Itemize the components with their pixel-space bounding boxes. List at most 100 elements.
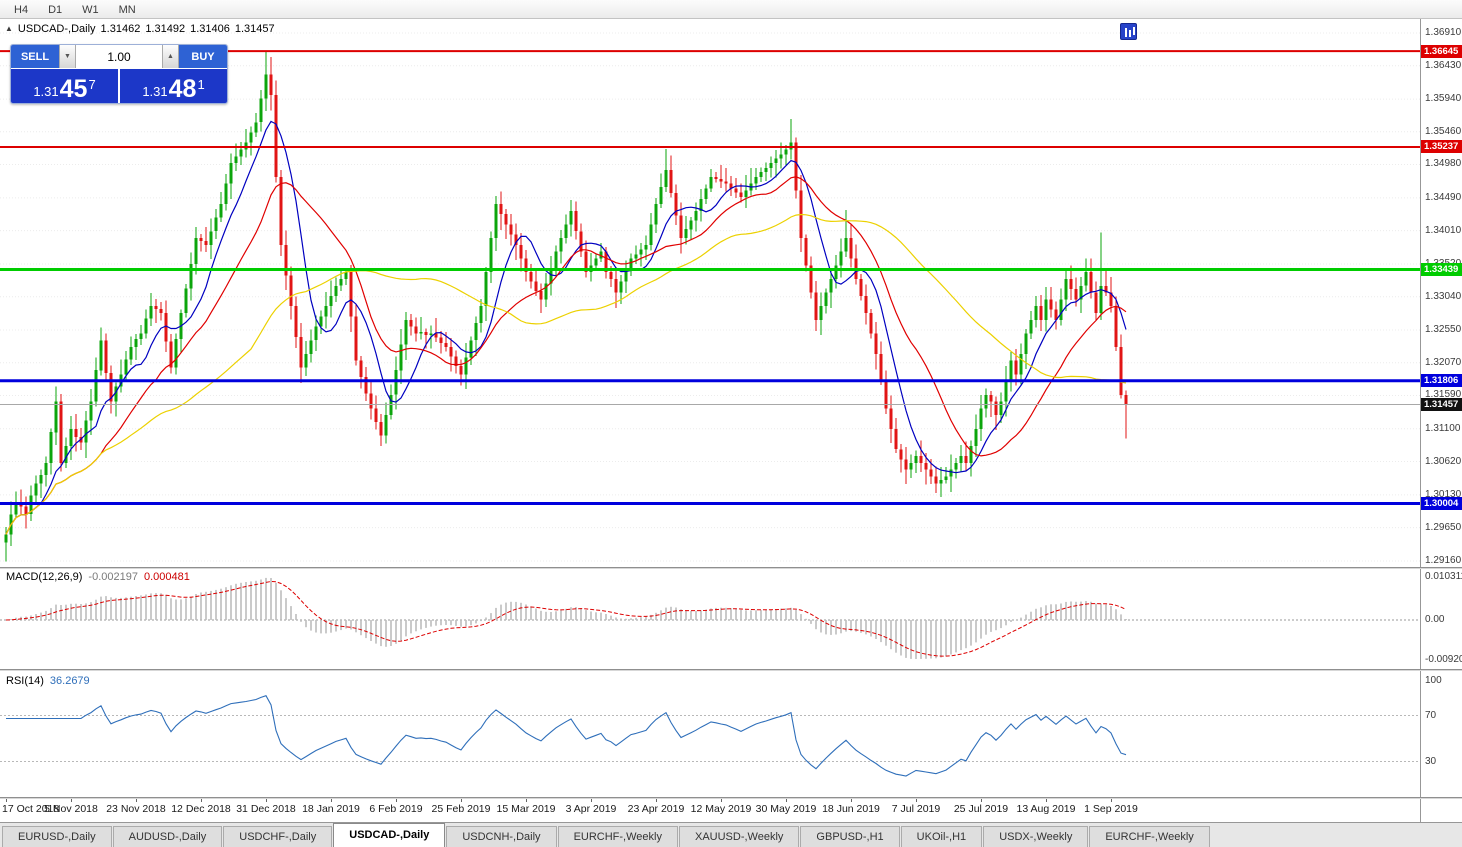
price-axis-label: 1.34980	[1425, 158, 1462, 169]
date-axis[interactable]: 17 Oct 2018 5 Nov 2018 23 Nov 2018 12 Dec 2…	[0, 798, 1420, 822]
date-axis-tick	[851, 798, 852, 802]
level-price-badge: 1.30004	[1421, 497, 1462, 510]
date-axis-label: 15 Mar 2019	[496, 803, 556, 815]
chart-tab-eurusd-daily[interactable]: EURUSD-,Daily	[2, 826, 112, 847]
sell-price-figure: 1.31	[33, 84, 59, 99]
date-axis-label: 12 Dec 2018	[171, 803, 231, 815]
date-axis-label: 25 Jul 2019	[953, 803, 1009, 815]
chart-tab-eurchf-weekly[interactable]: EURCHF-,Weekly	[1089, 826, 1210, 847]
chart-tab-gbpusd-h1[interactable]: GBPUSD-,H1	[800, 826, 900, 847]
chart-tab-audusd-daily[interactable]: AUDUSD-,Daily	[112, 826, 223, 847]
price-axis-label: 1.35460	[1425, 126, 1462, 137]
pane-separator[interactable]	[0, 797, 1462, 799]
level-price-badge: 1.33439	[1421, 263, 1462, 276]
date-axis-label: 18 Jan 2019	[302, 803, 360, 815]
macd-indicator-label: MACD(12,26,9) -0.002197 0.000481	[6, 571, 190, 583]
rsi-indicator-label: RSI(14) 36.2679	[6, 675, 90, 687]
date-axis-tick	[916, 798, 917, 802]
date-axis-tick	[266, 798, 267, 802]
ohlc-close: 1.31457	[234, 23, 275, 35]
sell-price-pips: 45	[59, 74, 88, 103]
price-axis-label: 1.36430	[1425, 60, 1462, 71]
sell-price-point: 7	[88, 77, 96, 92]
timeframe-button-mn[interactable]: MN	[118, 4, 136, 16]
buy-price-button[interactable]: 1.31 48 1	[120, 69, 227, 103]
buy-price-point: 1	[197, 77, 205, 92]
date-axis-tick	[71, 798, 72, 802]
pane-separator[interactable]	[0, 567, 1462, 569]
chart-tab-bar: EURUSD-,Daily AUDUSD-,Daily USDCHF-,Daily U…	[0, 822, 1462, 847]
date-axis-tick	[331, 798, 332, 802]
date-axis-label: 3 Apr 2019	[565, 803, 617, 815]
date-axis-tick	[981, 798, 982, 802]
price-axis-label: 1.36910	[1425, 27, 1462, 38]
date-axis-label: 30 May 2019	[755, 803, 817, 815]
price-axis-label: 1.31100	[1425, 423, 1461, 434]
volume-increase-button[interactable]: ▲	[162, 45, 179, 68]
price-axis-label: 1.30130	[1425, 489, 1462, 500]
chart-tab-usdx-weekly[interactable]: USDX-,Weekly	[983, 826, 1089, 847]
timeframe-button-w1[interactable]: W1	[82, 4, 99, 16]
date-axis-label: 25 Feb 2019	[431, 803, 491, 815]
date-axis-label: 1 Sep 2019	[1084, 803, 1138, 815]
date-axis-tick	[526, 798, 527, 802]
date-axis-tick	[1046, 798, 1047, 802]
timeframe-button-d1[interactable]: D1	[48, 4, 63, 16]
macd-axis-label: -0.009203	[1425, 654, 1462, 665]
volume-decrease-button[interactable]: ▼	[59, 45, 76, 68]
chart-tab-usdcad-daily[interactable]: USDCAD-,Daily	[333, 823, 446, 847]
macd-pane-canvas[interactable]	[0, 569, 1420, 669]
sell-price-button[interactable]: 1.31 45 7	[11, 69, 118, 103]
level-price-badge: 1.31806	[1421, 374, 1462, 387]
main-chart-canvas[interactable]	[0, 19, 1420, 567]
date-axis-label: 13 Aug 2019	[1016, 803, 1076, 815]
buy-price-pips: 48	[168, 74, 197, 103]
chart-symbol-period: USDCAD-,Daily	[17, 23, 96, 35]
date-axis-label: 12 May 2019	[690, 803, 752, 815]
macd-axis-label: 0.010311	[1425, 571, 1462, 582]
date-axis-tick	[656, 798, 657, 802]
price-axis-label: 1.34010	[1425, 225, 1462, 236]
ohlc-low: 1.31406	[190, 23, 230, 35]
macd-axis-label: 0.00	[1425, 614, 1445, 625]
price-axis[interactable]: 1.36910 1.36430 1.35940 1.35460 1.34980 1.344…	[1420, 19, 1462, 822]
sell-button[interactable]: SELL	[11, 45, 59, 68]
one-click-trading-toggle-icon[interactable]: ▲	[5, 24, 13, 33]
buy-button[interactable]: BUY	[179, 45, 227, 68]
chart-title: ▲ USDCAD-,Daily 1.31462 1.31492 1.31406 …	[5, 23, 275, 35]
chart-tab-usdcnh-daily[interactable]: USDCNH-,Daily	[446, 826, 557, 847]
rsi-axis-label: 100	[1425, 675, 1442, 686]
pane-separator[interactable]	[0, 669, 1462, 671]
date-axis-tick	[1111, 798, 1112, 802]
current-price-badge: 1.31457	[1421, 398, 1462, 411]
ohlc-high: 1.31492	[145, 23, 186, 35]
price-axis-label: 1.32550	[1425, 324, 1462, 335]
date-axis-tick	[396, 798, 397, 802]
one-click-trading-panel: SELL ▼ ▲ BUY 1.31 45 7 1.31 48 1	[10, 44, 228, 104]
rsi-pane-canvas[interactable]	[0, 671, 1420, 797]
price-axis-label: 1.30620	[1425, 456, 1462, 467]
volume-input[interactable]	[76, 45, 162, 68]
date-axis-label: 18 Jun 2019	[822, 803, 880, 815]
timeframe-button-h4[interactable]: H4	[14, 4, 29, 16]
date-axis-tick	[6, 798, 7, 802]
price-axis-label: 1.31590	[1425, 389, 1462, 400]
chart-tab-eurchf-weekly[interactable]: EURCHF-,Weekly	[557, 826, 678, 847]
date-axis-label: 5 Nov 2018	[44, 803, 98, 815]
chart-corner-icon[interactable]	[1120, 23, 1137, 40]
price-axis-label: 1.29650	[1425, 522, 1462, 533]
date-axis-label: 23 Nov 2018	[106, 803, 166, 815]
date-axis-label: 17 Oct 2018	[2, 803, 60, 815]
level-price-badge: 1.36645	[1421, 45, 1462, 58]
chart-tab-usdchf-daily[interactable]: USDCHF-,Daily	[223, 826, 333, 847]
date-axis-label: 7 Jul 2019	[891, 803, 941, 815]
price-axis-label: 1.33040	[1425, 291, 1462, 302]
chart-tab-xauusd-weekly[interactable]: XAUUSD-,Weekly	[678, 826, 800, 847]
rsi-axis-label: 30	[1425, 756, 1437, 767]
timeframe-toolbar: H4 D1 W1 MN	[0, 0, 1462, 19]
date-axis-tick	[136, 798, 137, 802]
date-axis-label: 23 Apr 2019	[627, 803, 685, 815]
chart-tab-ukoil-h1[interactable]: UKOil-,H1	[900, 826, 983, 847]
date-axis-tick	[786, 798, 787, 802]
